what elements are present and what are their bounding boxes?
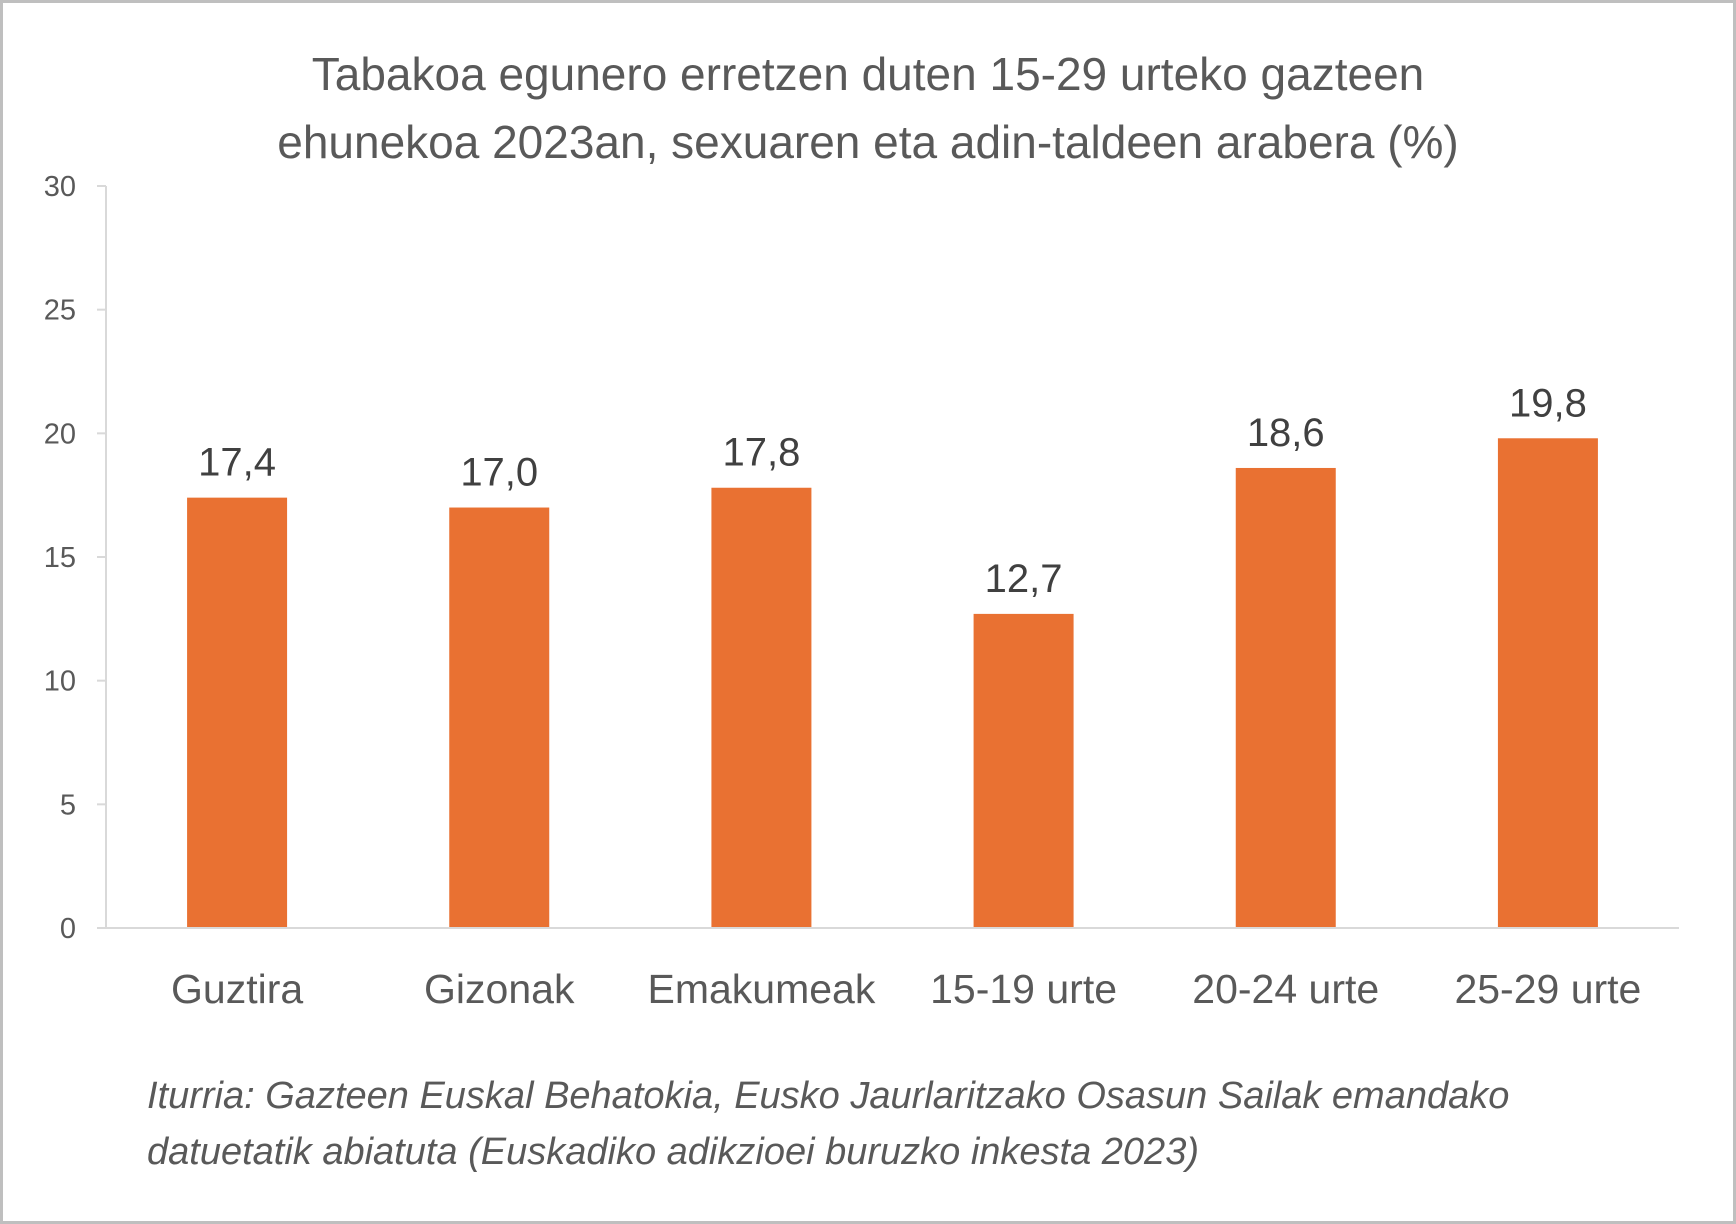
bar [449, 507, 550, 928]
y-tick-label: 10 [44, 666, 76, 698]
chart-title-line-1: Tabakoa egunero erretzen duten 15-29 urt… [311, 48, 1425, 100]
data-label: 19,8 [1509, 381, 1587, 425]
x-tick-label: 25-29 urte [1454, 966, 1641, 1012]
chart-title-line-2: ehunekoa 2023an, sexuaren eta adin-talde… [277, 116, 1459, 168]
data-label: 18,6 [1247, 411, 1325, 455]
data-label: 12,7 [985, 557, 1063, 601]
x-tick-label: 15-19 urte [930, 966, 1117, 1012]
bar [711, 487, 812, 928]
source-line-1: Iturria: Gazteen Euskal Behatokia, Eusko… [147, 1075, 1510, 1117]
data-label: 17,0 [460, 451, 538, 495]
y-tick-label: 15 [44, 542, 76, 574]
chart-title: Tabakoa egunero erretzen duten 15-29 urt… [0, 40, 1736, 176]
y-tick-label: 5 [60, 789, 76, 821]
y-tick-label: 20 [44, 418, 76, 450]
x-tick-label: 20-24 urte [1192, 966, 1379, 1012]
chart-source: Iturria: Gazteen Euskal Behatokia, Eusko… [147, 1068, 1707, 1180]
y-tick-label: 0 [60, 913, 76, 945]
x-tick-label: Guztira [171, 966, 303, 1012]
source-line-2: datuetatik abiatuta (Euskadiko adikzioei… [147, 1131, 1199, 1173]
x-tick-label: Gizonak [424, 966, 575, 1012]
bar [1235, 467, 1336, 928]
x-tick-label: Emakumeak [647, 966, 875, 1012]
bar [1497, 438, 1598, 928]
bar [973, 613, 1074, 928]
y-tick-label: 25 [44, 295, 76, 327]
bar [187, 497, 288, 928]
data-label: 17,4 [198, 441, 276, 485]
y-tick-label: 30 [44, 171, 76, 203]
data-label: 17,8 [722, 431, 800, 475]
